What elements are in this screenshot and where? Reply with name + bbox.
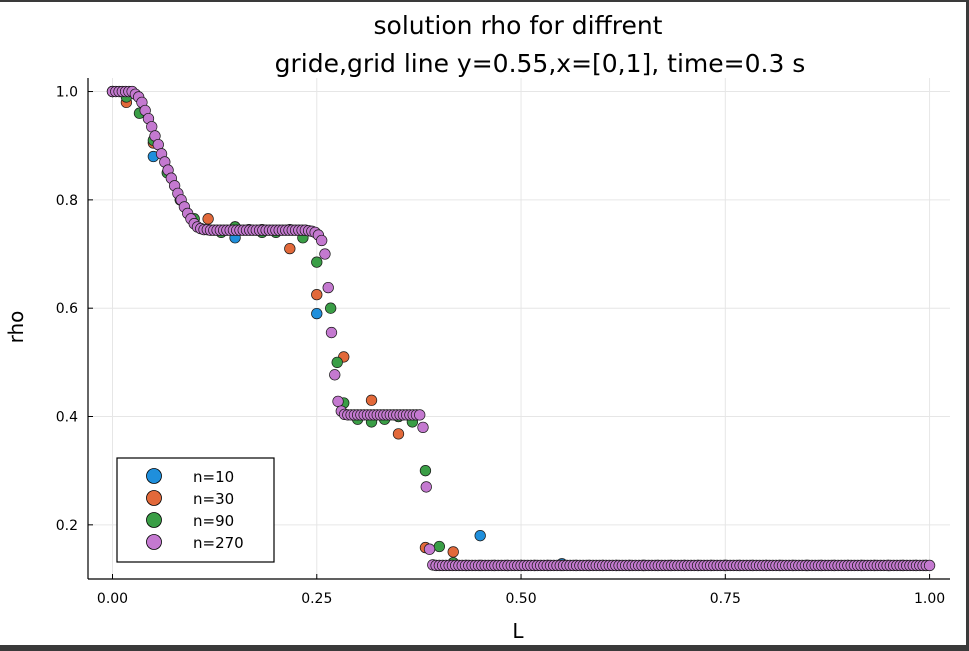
- legend-entry-n10: n=10: [146, 468, 234, 486]
- data-point-n90: [433, 540, 445, 553]
- data-point-n90: [331, 356, 343, 369]
- data-point-n90: [311, 256, 323, 268]
- chart-title-line-2: gride,grid line y=0.55,x=[0,1], time=0.3…: [275, 49, 806, 78]
- legend-label-n270: n=270: [193, 534, 244, 552]
- data-point-n30: [392, 428, 405, 440]
- legend: n=10 n=30 n=90 n=270: [116, 457, 275, 563]
- legend-entry-n30: n=30: [146, 490, 234, 508]
- y-tick-label: 0.4: [56, 410, 78, 426]
- data-point-n270: [417, 421, 429, 433]
- data-point-n270: [316, 234, 328, 247]
- data-point-n30: [202, 213, 214, 225]
- axes: [87, 78, 950, 580]
- legend-label-n90: n=90: [193, 512, 234, 530]
- y-tick-label: 0.8: [56, 193, 78, 209]
- data-point-n270: [325, 326, 338, 339]
- data-point-n270: [420, 481, 432, 493]
- data-point-n90: [419, 465, 432, 477]
- legend-marker-n30: [146, 490, 162, 506]
- x-tick-label: 0.00: [97, 591, 128, 607]
- tick-labels: 0.00 0.25 0.50 0.75 1.00 0.2 0.4 0.6 0.8 1.0: [56, 85, 945, 607]
- data-point-n30: [311, 288, 323, 301]
- data-point-n270: [332, 395, 344, 407]
- data-point-n30: [365, 394, 378, 406]
- legend-box: [116, 457, 275, 563]
- legend-marker-n270: [146, 534, 162, 550]
- series-n270: [106, 85, 936, 572]
- data-point-n270: [423, 543, 436, 555]
- data-points: [106, 85, 936, 572]
- chart-title-line-1: solution rho for diffrent: [374, 11, 663, 40]
- data-point-n270: [329, 369, 341, 381]
- data-point-n270: [923, 559, 936, 572]
- legend-entry-n90: n=90: [146, 512, 234, 530]
- data-point-n90: [325, 302, 337, 314]
- legend-entry-n270: n=270: [146, 534, 244, 552]
- x-tick-label: 0.25: [301, 591, 332, 607]
- y-tick-label: 0.2: [56, 518, 78, 534]
- x-tick-label: 0.75: [710, 591, 741, 607]
- x-tick-label: 0.50: [505, 591, 536, 607]
- data-point-n30: [447, 546, 459, 558]
- data-point-n270: [319, 248, 331, 260]
- y-tick-label: 0.6: [56, 301, 78, 317]
- data-point-n270: [414, 409, 426, 421]
- legend-marker-n90: [146, 512, 162, 528]
- legend-marker-n10: [146, 468, 162, 484]
- data-point-n10: [474, 530, 486, 542]
- x-axis-label: L: [512, 619, 524, 643]
- legend-label-n30: n=30: [193, 490, 234, 508]
- y-axis-label: rho: [4, 311, 28, 344]
- data-point-n10: [311, 307, 323, 320]
- legend-label-n10: n=10: [193, 468, 234, 486]
- x-tick-label: 1.00: [914, 591, 945, 607]
- data-point-n270: [322, 281, 334, 294]
- data-point-n30: [284, 242, 296, 255]
- y-tick-label: 1.0: [56, 85, 78, 101]
